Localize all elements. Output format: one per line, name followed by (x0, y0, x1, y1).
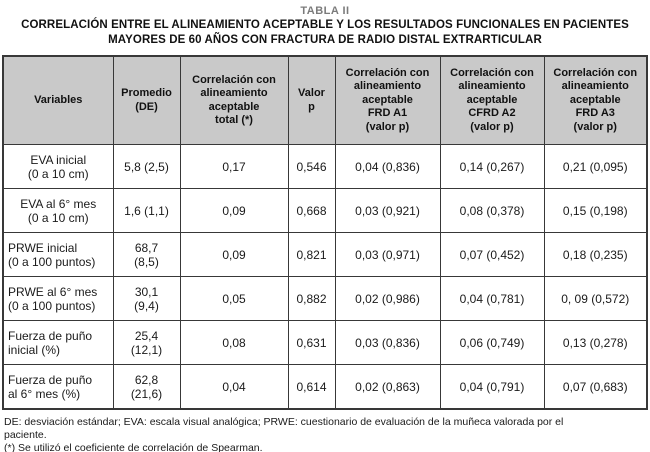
cell-correlacion-frd-a1: 0,03 (0,836) (334, 320, 441, 365)
footnotes: DE: desviación estándar; EVA: escala vis… (0, 410, 650, 452)
cell-correlacion-frd-a3: 0,07 (0,683) (543, 364, 648, 410)
column-header-variables: Variables (2, 55, 114, 145)
cell-correlacion-total: 0,04 (179, 364, 289, 410)
cell-correlacion-total: 0,17 (179, 144, 289, 189)
cell-correlacion-frd-a1: 0,03 (0,971) (334, 232, 441, 277)
correlation-table: Variables Promedio (DE) Correlación con … (2, 55, 648, 410)
table-row-eva-inicial: EVA inicial (0 a 10 cm) 5,8 (2,5) 0,17 0… (2, 144, 648, 189)
cell-correlacion-cfrd-a2: 0,04 (0,781) (439, 276, 545, 321)
cell-correlacion-frd-a3: 0,21 (0,095) (543, 144, 648, 189)
column-header-correlacion-frd-a3: Correlación con alineamiento aceptable F… (543, 55, 648, 145)
table-number-label: TABLA II (300, 5, 350, 17)
cell-correlacion-cfrd-a2: 0,14 (0,267) (439, 144, 545, 189)
cell-variable: EVA inicial (0 a 10 cm) (2, 144, 114, 189)
cell-promedio: 5,8 (2,5) (112, 144, 181, 189)
cell-valor-p: 0,546 (287, 144, 336, 189)
cell-valor-p: 0,821 (287, 232, 336, 277)
cell-variable: PRWE inicial (0 a 100 puntos) (2, 232, 114, 277)
cell-promedio: 30,1 (9,4) (112, 276, 181, 321)
table-title: CORRELACIÓN ENTRE EL ALINEAMIENTO ACEPTA… (21, 19, 629, 46)
cell-variable: EVA al 6° mes (0 a 10 cm) (2, 188, 114, 233)
cell-promedio: 25,4 (12,1) (112, 320, 181, 365)
column-header-valor-p: Valor p (287, 55, 336, 145)
cell-variable: Fuerza de puño al 6° mes (%) (2, 364, 114, 410)
cell-correlacion-total: 0,05 (179, 276, 289, 321)
cell-valor-p: 0,631 (287, 320, 336, 365)
cell-correlacion-total: 0,09 (179, 188, 289, 233)
column-header-promedio-de: Promedio (DE) (112, 55, 181, 145)
cell-promedio: 68,7 (8,5) (112, 232, 181, 277)
cell-valor-p: 0,668 (287, 188, 336, 233)
cell-correlacion-frd-a1: 0,03 (0,921) (334, 188, 441, 233)
table-row-eva-6-mes: EVA al 6° mes (0 a 10 cm) 1,6 (1,1) 0,09… (2, 188, 648, 233)
cell-promedio: 62,8 (21,6) (112, 364, 181, 410)
cell-correlacion-total: 0,08 (179, 320, 289, 365)
column-header-correlacion-total: Correlación con alineamiento aceptable t… (179, 55, 289, 145)
column-header-correlacion-frd-a1: Correlación con alineamiento aceptable F… (334, 55, 441, 145)
cell-correlacion-frd-a3: 0,15 (0,198) (543, 188, 648, 233)
cell-valor-p: 0,614 (287, 364, 336, 410)
footnote-spearman: (*) Se utilizó el coeficiente de correla… (4, 442, 263, 452)
table-row-fuerza-inicial: Fuerza de puño inicial (%) 25,4 (12,1) 0… (2, 320, 648, 365)
cell-variable: Fuerza de puño inicial (%) (2, 320, 114, 365)
cell-correlacion-frd-a3: 0,18 (0,235) (543, 232, 648, 277)
table-row-prwe-6-mes: PRWE al 6° mes (0 a 100 puntos) 30,1 (9,… (2, 276, 648, 321)
table-row-prwe-inicial: PRWE inicial (0 a 100 puntos) 68,7 (8,5)… (2, 232, 648, 277)
column-header-correlacion-cfrd-a2: Correlación con alineamiento aceptable C… (439, 55, 545, 145)
header-row: Variables Promedio (DE) Correlación con … (2, 55, 648, 145)
cell-correlacion-cfrd-a2: 0,07 (0,452) (439, 232, 545, 277)
cell-correlacion-frd-a3: 0,13 (0,278) (543, 320, 648, 365)
cell-variable: PRWE al 6° mes (0 a 100 puntos) (2, 276, 114, 321)
cell-correlacion-total: 0,09 (179, 232, 289, 277)
cell-correlacion-cfrd-a2: 0,08 (0,378) (439, 188, 545, 233)
cell-correlacion-cfrd-a2: 0,06 (0,749) (439, 320, 545, 365)
cell-correlacion-frd-a1: 0,04 (0,836) (334, 144, 441, 189)
cell-valor-p: 0,882 (287, 276, 336, 321)
cell-correlacion-frd-a1: 0,02 (0,986) (334, 276, 441, 321)
cell-promedio: 1,6 (1,1) (112, 188, 181, 233)
cell-correlacion-frd-a3: 0, 09 (0,572) (543, 276, 648, 321)
table-row-fuerza-6-mes: Fuerza de puño al 6° mes (%) 62,8 (21,6)… (2, 364, 648, 410)
cell-correlacion-frd-a1: 0,02 (0,863) (334, 364, 441, 410)
footnote-abbreviations: DE: desviación estándar; EVA: escala vis… (4, 416, 564, 441)
cell-correlacion-cfrd-a2: 0,04 (0,791) (439, 364, 545, 410)
